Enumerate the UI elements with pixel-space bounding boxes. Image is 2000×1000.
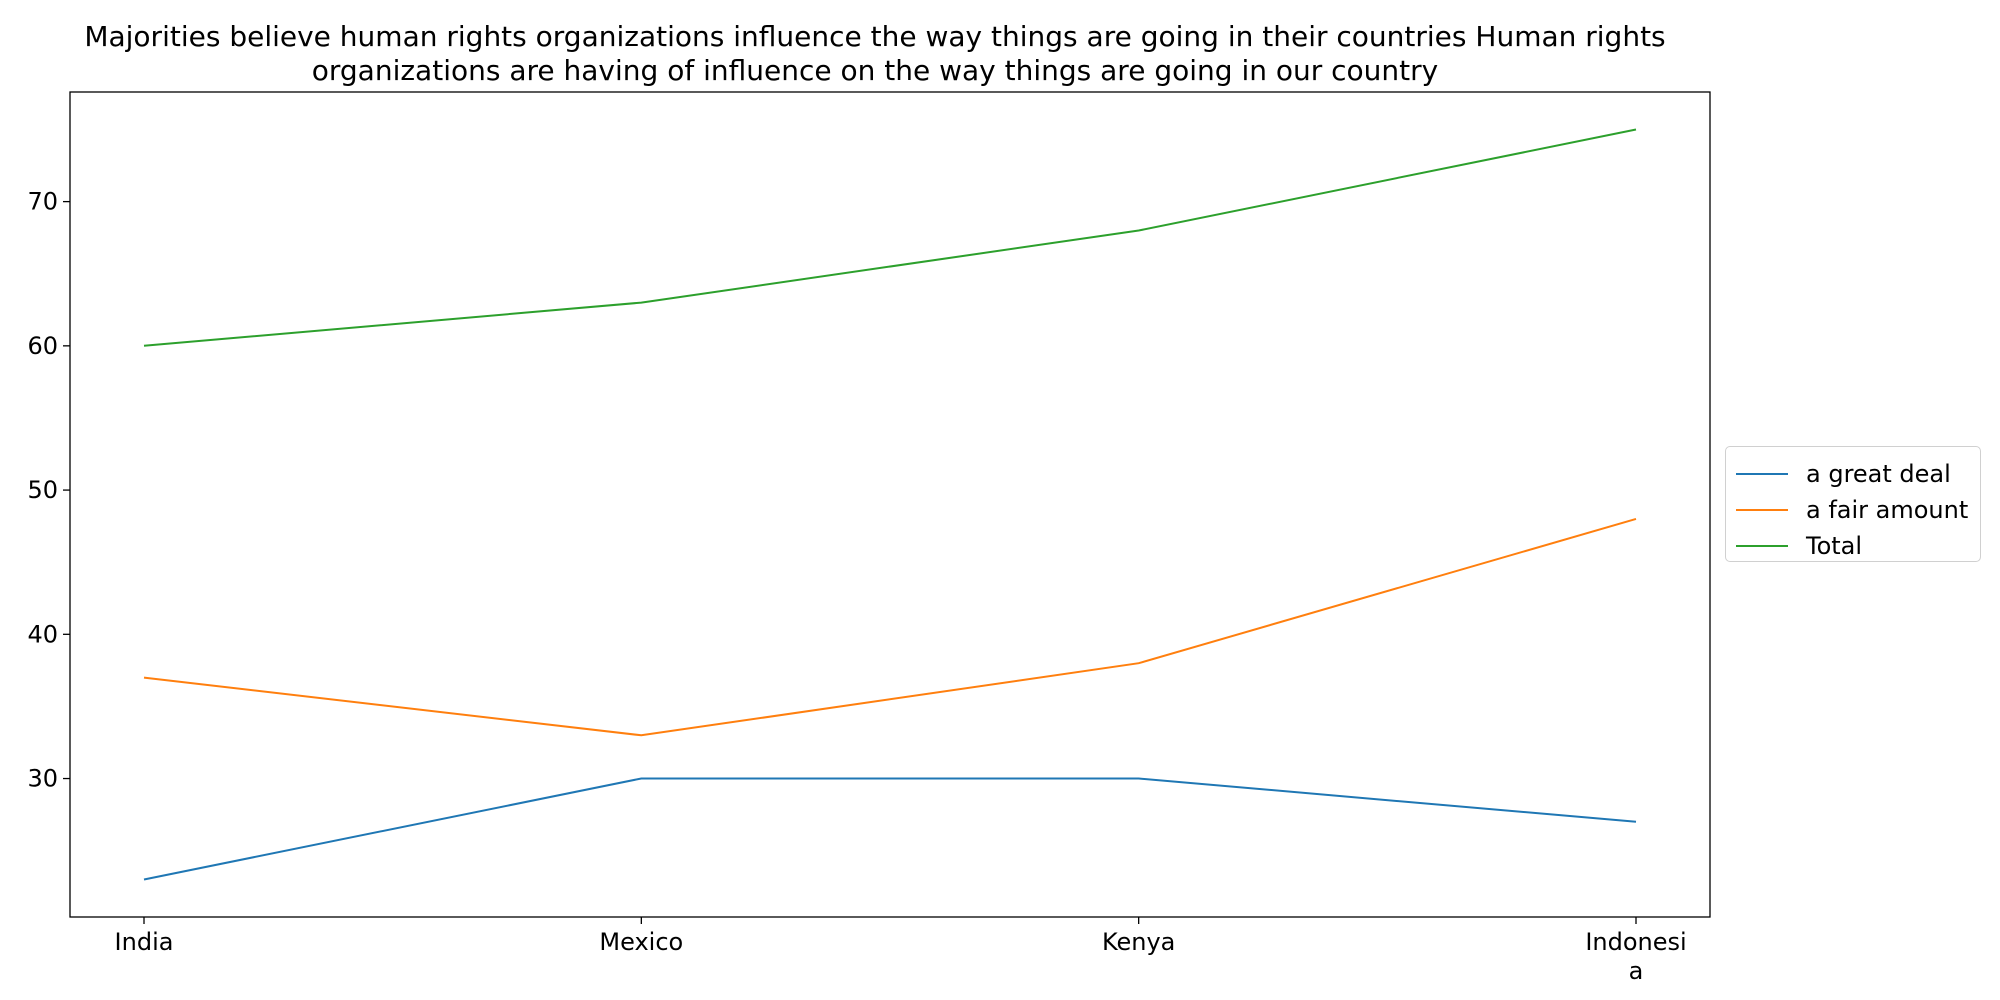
chart-title-line-2: organizations are having of influence on… xyxy=(311,54,1439,87)
x-tick-label-india: India xyxy=(115,928,174,956)
legend-label-a-great-deal: a great deal xyxy=(1806,460,1951,488)
series-line-a-great-deal xyxy=(143,777,1637,881)
legend-item-a-fair-amount: a fair amount xyxy=(1736,495,1968,525)
legend-label-total: Total xyxy=(1806,532,1863,560)
legend-item-total: Total xyxy=(1736,531,1862,561)
x-tick-label-kenya: Kenya xyxy=(1102,928,1175,956)
series-line-a-fair-amount xyxy=(143,517,1637,737)
y-tick-label-50: 50 xyxy=(27,476,58,504)
chart-title: Majorities believe human rights organiza… xyxy=(0,20,1750,88)
y-tick-label-60: 60 xyxy=(27,332,58,360)
chart-title-line-1: Majorities believe human rights organiza… xyxy=(84,20,1666,53)
legend-swatch-a-fair-amount xyxy=(1736,509,1788,511)
legend-swatch-a-great-deal xyxy=(1736,473,1788,475)
legend-label-a-fair-amount: a fair amount xyxy=(1806,496,1969,524)
x-tick-label-indonesia: Indonesi a xyxy=(1585,928,1686,985)
legend-item-a-great-deal: a great deal xyxy=(1736,459,1951,489)
y-tick-label-40: 40 xyxy=(27,620,58,648)
x-tick-label-mexico: Mexico xyxy=(599,928,683,956)
series-layer xyxy=(143,128,1637,881)
y-tick-label-70: 70 xyxy=(27,188,58,216)
ticks-layer: 30 40 50 60 70 India Mexico Kenya Indonesi a xyxy=(27,188,1686,985)
series-line-total xyxy=(143,128,1637,347)
y-tick-label-30: 30 xyxy=(27,765,58,793)
plot-area-frame xyxy=(69,91,1711,918)
legend: a great deal a fair amount Total xyxy=(1725,446,1981,562)
legend-swatch-total xyxy=(1736,545,1788,547)
